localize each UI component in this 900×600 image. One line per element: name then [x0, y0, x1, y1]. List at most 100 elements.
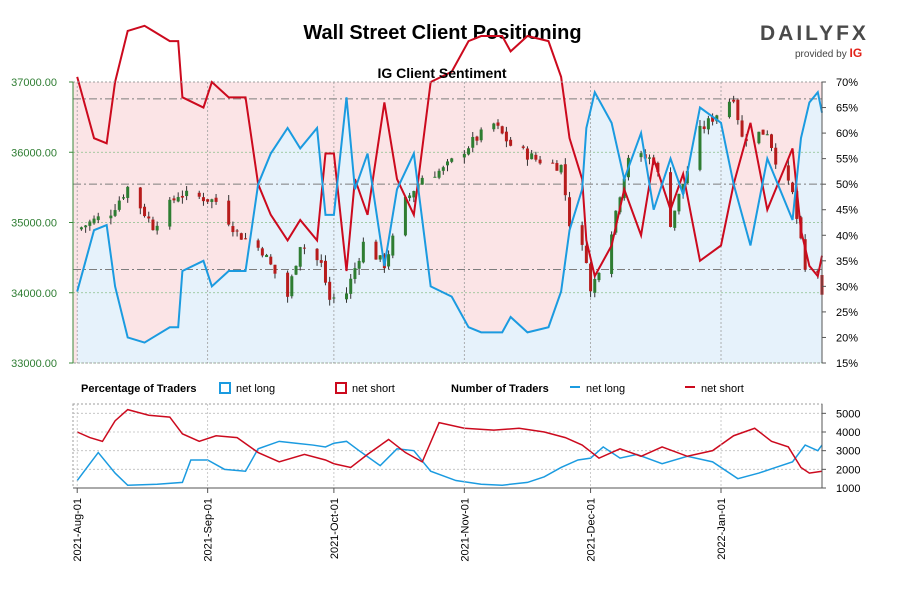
candle-body [96, 216, 100, 221]
date-tick-label: 2021-Sep-01 [203, 498, 215, 562]
sentiment-tick-label: 40% [836, 230, 858, 242]
candle-body [765, 134, 769, 136]
candle-body [450, 158, 454, 162]
candle-body [151, 219, 155, 231]
candle-body [227, 200, 231, 225]
candle-body [446, 161, 449, 166]
sentiment-tick-label: 20% [836, 332, 858, 344]
candle-body [155, 225, 159, 231]
candle-body [332, 297, 336, 299]
price-tick-label: 36000.00 [11, 147, 57, 159]
candle-body [795, 191, 799, 219]
candle-body [803, 239, 807, 270]
sentiment-tick-label: 15% [836, 358, 858, 370]
candle-body [479, 129, 483, 141]
candle-body [669, 172, 673, 227]
candle-body [126, 186, 130, 198]
candle-body [113, 210, 117, 216]
candle-body [315, 248, 319, 261]
candle-body [323, 260, 327, 283]
candle-body [530, 153, 534, 160]
candle-body [647, 157, 651, 159]
candle-body [534, 154, 538, 160]
candle-body [698, 125, 702, 170]
sentiment-tick-label: 45% [836, 205, 858, 217]
candle-body [214, 197, 218, 202]
candle-body [521, 146, 525, 148]
candle-body [736, 99, 740, 121]
candle-body [172, 198, 176, 201]
legend-pct-long-swatch [219, 382, 231, 394]
count-tick-label: 5000 [836, 408, 860, 420]
candle-body [727, 101, 731, 118]
brand-ig-logo: IG [849, 46, 863, 60]
candle-body [302, 247, 306, 249]
candle-body [568, 197, 572, 227]
candle-body [681, 184, 685, 194]
candle-body [273, 264, 277, 274]
brand-provider: provided by IG [795, 46, 862, 60]
candle-body [761, 129, 765, 135]
candle-body [420, 177, 424, 185]
candle-body [475, 136, 479, 141]
candle-body [770, 134, 774, 148]
candle-body [168, 199, 172, 227]
candle-body [231, 226, 235, 233]
candle-body [290, 276, 294, 297]
candle-body [349, 278, 353, 294]
candle-body [593, 279, 597, 293]
candle-body [374, 241, 378, 260]
brand-provided-by: provided by [795, 49, 847, 60]
candle-body [715, 115, 719, 122]
candle-body [403, 196, 407, 236]
candle-body [441, 167, 445, 171]
candle-body [504, 131, 508, 142]
legend-pct-long: net long [236, 383, 275, 395]
count-plot-frame [72, 403, 823, 489]
candle-body [408, 195, 412, 199]
candle-body [437, 170, 441, 178]
legend-num-short: net short [701, 383, 744, 395]
candle-body [239, 233, 243, 240]
legend-number-header: Number of Traders [451, 383, 549, 395]
brand-name: DAILYFX [760, 22, 869, 45]
date-tick-label: 2021-Aug-01 [72, 498, 84, 562]
price-tick-label: 34000.00 [11, 288, 57, 300]
candle-body [353, 268, 357, 279]
candle-body [673, 210, 677, 228]
candle-body [201, 197, 205, 202]
brand-logo: DAILYFX provided by IG [760, 22, 870, 60]
candle-body [357, 260, 361, 269]
legend-pct-short-swatch [335, 382, 347, 394]
candle-body [471, 136, 475, 148]
candle-body [614, 210, 618, 233]
date-tick-label: 2021-Nov-01 [459, 498, 471, 562]
candle-body [180, 195, 184, 198]
candle-body [509, 139, 513, 146]
candle-body [467, 148, 471, 155]
sentiment-tick-label: 25% [836, 307, 858, 319]
candle-body [88, 221, 92, 226]
candle-body [319, 260, 323, 263]
candle-body [391, 235, 395, 256]
sentiment-tick-label: 65% [836, 103, 858, 115]
date-tick-label: 2022-Jan-01 [716, 498, 728, 560]
candle-body [378, 255, 382, 260]
candle-body [757, 131, 761, 144]
candle-body [412, 191, 416, 198]
sentiment-tick-label: 35% [836, 256, 858, 268]
legend: Percentage of Traders net long net short… [81, 382, 744, 395]
candle-body [256, 240, 260, 248]
candle-body [500, 126, 504, 134]
candle-body [176, 197, 180, 202]
candle-body [589, 263, 593, 292]
sentiment-tick-label: 70% [836, 77, 858, 89]
price-tick-label: 35000.00 [11, 218, 57, 230]
candle-body [791, 182, 795, 193]
legend-pct-short: net short [352, 383, 395, 395]
chart-subtitle: IG Client Sentiment [377, 65, 506, 81]
candle-body [584, 245, 588, 264]
candle-body [732, 99, 736, 102]
net-long-zone [77, 92, 822, 363]
candle-body [109, 215, 113, 219]
